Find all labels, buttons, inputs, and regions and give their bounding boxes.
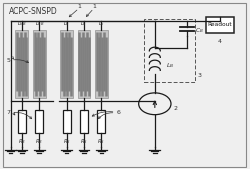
Bar: [15, 30, 28, 98]
Text: L$_B$: L$_B$: [166, 61, 174, 70]
Bar: [33, 30, 46, 98]
Text: C$_B$: C$_B$: [194, 26, 203, 35]
Text: L$_k$: L$_k$: [80, 19, 88, 28]
Bar: [18, 110, 26, 133]
Bar: [62, 110, 70, 133]
Text: 3: 3: [197, 73, 201, 78]
Text: 6: 6: [116, 111, 120, 115]
Text: R$_B$: R$_B$: [35, 137, 43, 146]
Text: 1: 1: [77, 4, 81, 9]
Bar: [95, 30, 108, 98]
Bar: [60, 30, 73, 98]
Text: 5: 5: [6, 58, 10, 63]
Text: Readout: Readout: [208, 22, 233, 28]
Bar: [78, 30, 90, 98]
Text: ACPC-SNSPD: ACPC-SNSPD: [10, 7, 58, 16]
Text: L$_{kB}$: L$_{kB}$: [34, 19, 44, 28]
Bar: [35, 110, 43, 133]
Bar: [144, 19, 194, 82]
Text: L$_k$: L$_k$: [63, 19, 70, 28]
Text: R$_S$: R$_S$: [80, 137, 88, 146]
Text: 2: 2: [174, 106, 178, 111]
Text: 4: 4: [218, 39, 222, 44]
Text: R$_B$: R$_B$: [18, 137, 26, 146]
Bar: [80, 110, 88, 133]
Text: R$_S$: R$_S$: [98, 137, 105, 146]
Text: 1: 1: [92, 4, 96, 9]
Bar: [98, 110, 105, 133]
Bar: [206, 17, 234, 33]
Text: 7: 7: [6, 111, 10, 115]
Text: L$_{kB}$: L$_{kB}$: [17, 19, 26, 28]
Text: L$_k$: L$_k$: [98, 19, 105, 28]
Text: R$_S$: R$_S$: [62, 137, 70, 146]
